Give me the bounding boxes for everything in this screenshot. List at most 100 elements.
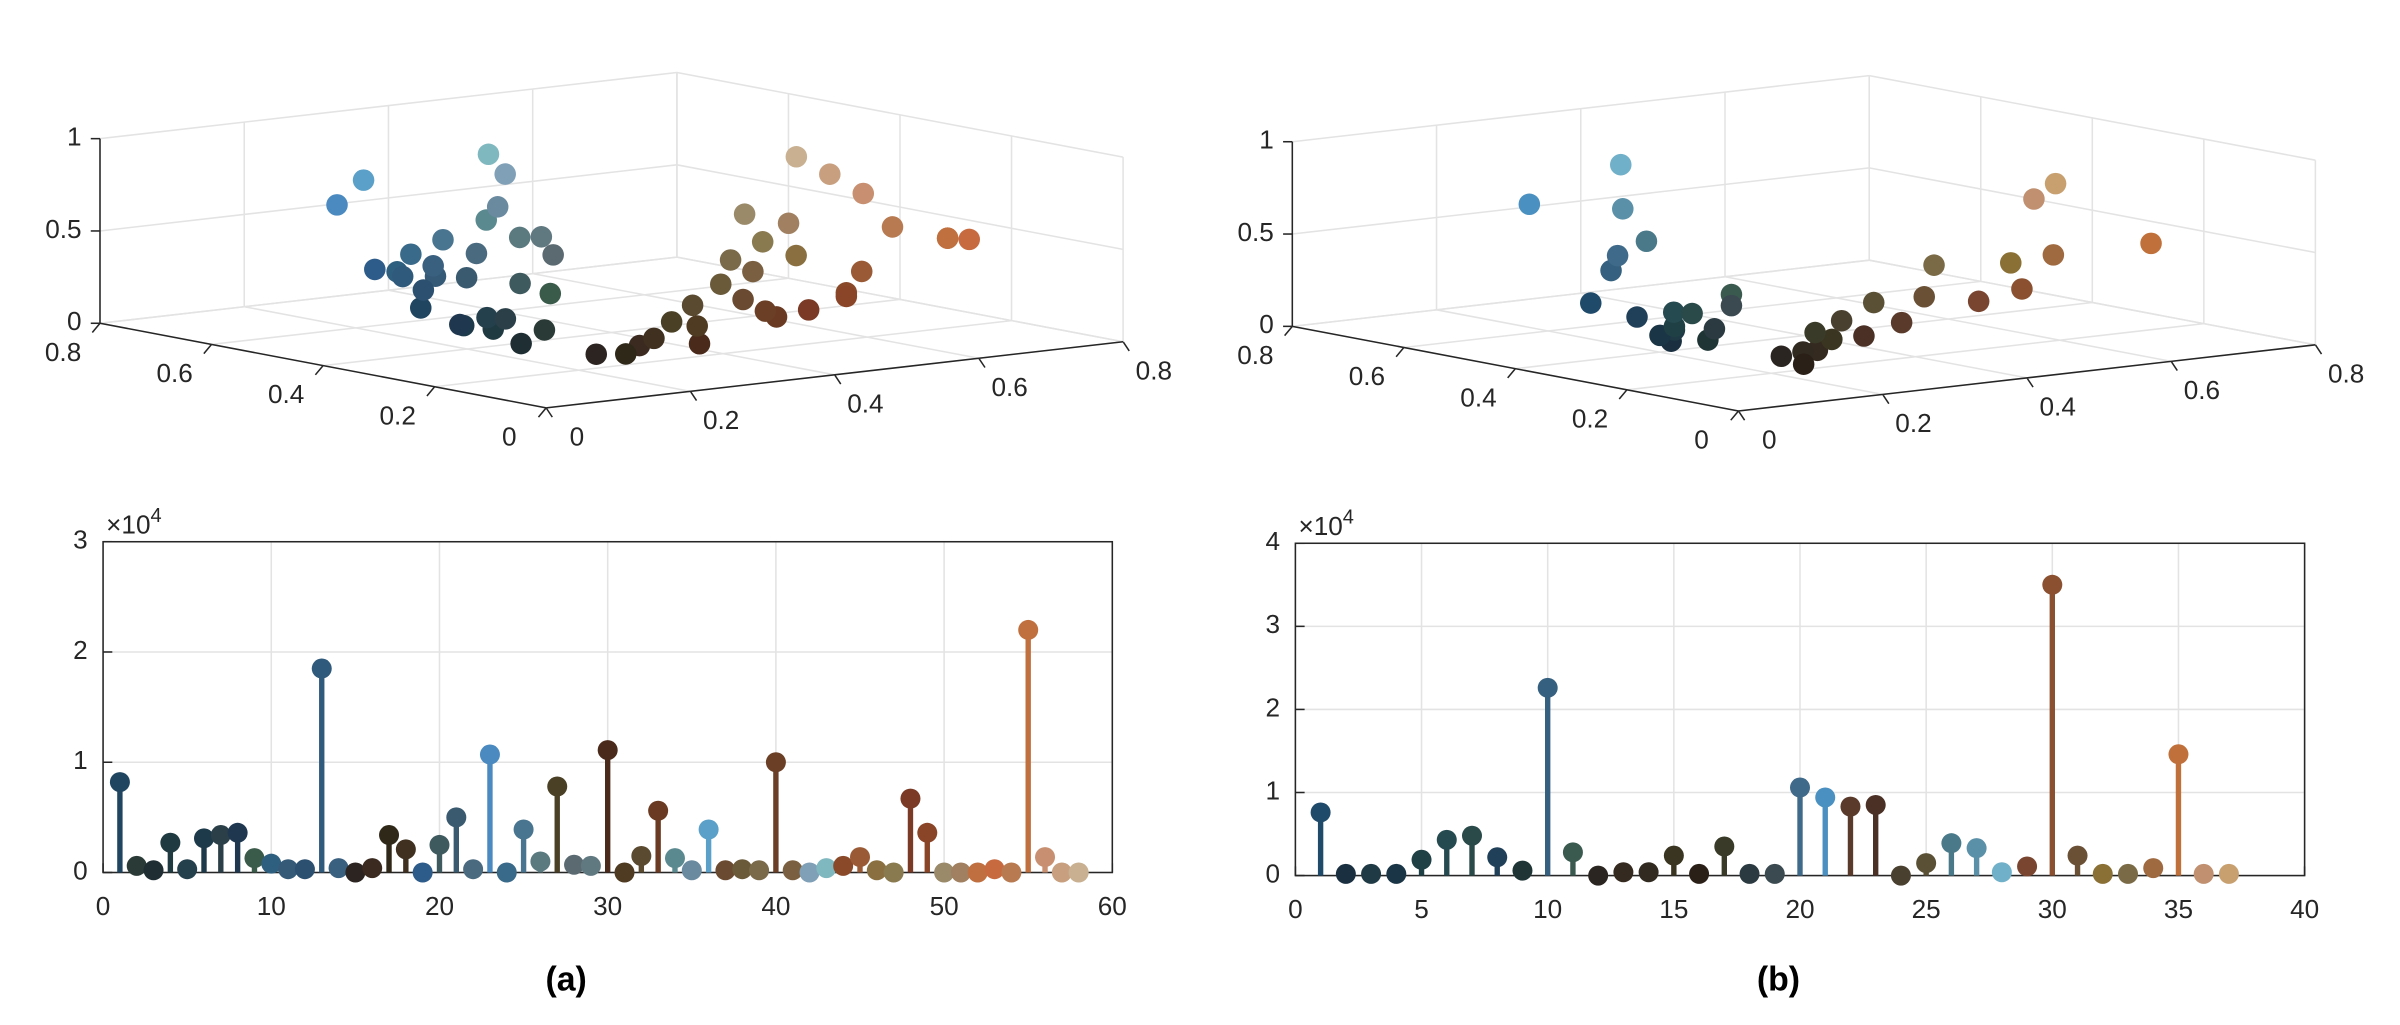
stem-head [1068,862,1089,883]
stem-head [648,800,669,821]
stem-head [1537,677,1558,698]
grid-line [1869,74,2316,161]
point [1626,306,1648,328]
stem-head [1840,796,1861,817]
point [449,313,471,336]
x-tick-label: 20 [1785,894,1814,924]
point [412,279,435,301]
stem-head [328,858,349,879]
stem-head [1638,862,1659,883]
stem-head [1051,862,1072,883]
point [476,306,498,329]
stem-head [1462,825,1482,846]
point [465,242,488,265]
point [455,266,478,289]
stem-head [109,772,130,793]
stem-head [732,859,753,880]
x-tick-label: 10 [1533,894,1562,924]
point [585,343,608,365]
point [1681,302,1703,325]
stem-head [1764,863,1785,884]
stem-head [1411,849,1432,870]
tick-mark [2314,344,2323,355]
stem-head [1991,862,2012,883]
point [754,300,777,322]
tick-mark [545,407,553,418]
x-tick-label: 20 [425,891,454,921]
point [742,260,764,283]
point [422,255,444,277]
y-tick-label: 0 [1694,425,1709,455]
point [785,146,808,168]
z-tick-label: 0 [1259,309,1274,339]
stem-head [513,819,534,840]
point [835,285,858,308]
stem-head [1916,853,1937,874]
y-tick-label: 2 [1265,692,1280,722]
y-tick-label: 0 [73,855,88,885]
point [1862,291,1885,314]
point [400,243,422,265]
point [1612,198,1634,220]
stem-head [194,828,215,849]
stem-head [1512,860,1533,881]
grid-line [99,71,678,140]
stem-head [463,859,484,880]
stem-head [698,819,719,840]
x-tick-label: 60 [1098,891,1127,921]
stem-head [1865,794,1886,815]
point [2042,244,2065,266]
point [1770,345,1793,368]
point [2023,188,2045,210]
stem-head [1436,829,1457,850]
tick-mark [426,386,436,397]
stem-head [1941,833,1962,854]
tick-mark [1395,347,1405,358]
caption: (b) [1757,961,1800,999]
stem-head [160,832,181,853]
stem-head [900,788,921,809]
point [494,308,517,330]
stem-head [664,848,685,869]
z-tick-label: 1 [1259,125,1274,155]
y-tick-label: 0.4 [1460,382,1496,412]
y-tick-label: 0.2 [1572,403,1608,433]
stem-head [1035,847,1056,868]
stem-head [412,862,433,883]
axis-multiplier: ×104 [1298,507,1353,541]
caption: (a) [545,961,586,999]
stem-head [564,854,585,875]
stem-head [580,855,601,876]
stem-head [210,825,231,846]
tick-mark [537,407,547,418]
stem-head [177,859,198,880]
grid-line [1515,301,2093,370]
x-tick-label: 40 [2290,894,2319,924]
point [850,260,873,283]
x-tick-label: 10 [257,891,286,921]
x-tick-label: 0.2 [1895,408,1931,438]
point [486,196,509,218]
stem-head [1001,862,1022,883]
stem-head [1714,836,1735,857]
tick-mark [1730,410,1740,421]
y-tick-label: 0.8 [45,337,81,367]
stem-head [429,834,450,855]
stem-head [866,860,887,881]
y-tick-label: 3 [73,525,88,555]
grid-line [1292,74,1870,143]
point [785,244,807,267]
y-tick-label: 0.6 [1349,361,1385,391]
stem-head [2042,574,2063,595]
point [852,182,875,205]
stem-head [362,858,383,879]
point [719,249,742,271]
x-tick-label: 35 [2164,894,2193,924]
x-tick-label: 5 [1414,894,1429,924]
point [958,228,980,251]
y-tick-label: 0.8 [1237,340,1273,370]
point [1913,286,1935,308]
point [1923,254,1945,276]
point [688,333,711,355]
